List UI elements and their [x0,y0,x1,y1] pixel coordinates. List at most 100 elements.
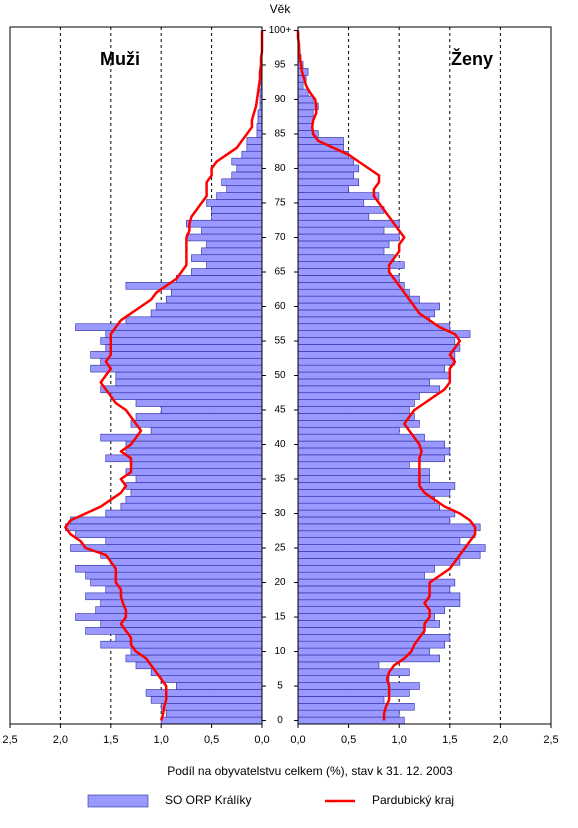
y-tick-label: 40 [274,439,286,450]
bar [256,123,263,131]
x-tick-label: 2,0 [493,734,508,746]
bar [297,185,349,193]
bar [130,489,263,497]
y-tick-label: 65 [274,267,286,278]
bar [297,654,440,663]
bar [297,640,446,649]
bar [186,219,263,228]
bar [297,378,430,387]
bar [75,530,263,538]
y-tick-label: 15 [274,612,286,623]
bar [297,475,430,483]
bar [85,592,263,601]
bar [256,130,263,138]
bar [297,171,354,180]
bar [297,254,395,262]
bar [100,551,263,559]
bar [125,482,263,490]
bar [150,696,263,704]
bar [297,337,456,345]
bar [297,213,370,221]
bar [297,351,456,359]
bar [297,426,400,435]
bar [297,502,440,511]
bar [297,551,481,559]
bar [297,323,451,331]
x-tick-label: 1,0 [154,734,169,746]
bar [297,95,314,104]
bar [297,433,425,442]
y-tick-label: 70 [274,232,286,243]
bar [90,351,263,359]
bar [145,689,263,697]
y-tick-label: 55 [274,336,286,347]
bar [297,571,425,580]
bar [246,144,263,152]
bar [297,702,415,711]
line [296,30,477,721]
bar [297,592,461,601]
bar [85,571,263,580]
bar [176,682,263,690]
panel-label: Muži [100,49,140,69]
x-tick-label: 2,5 [543,734,558,746]
bar [206,240,263,249]
bar [297,406,410,414]
bar [297,696,385,704]
x-tick-label: 0,5 [204,734,219,746]
bar [297,192,380,200]
bar [297,88,309,97]
bar [155,302,263,311]
bar [125,495,263,504]
bar [226,185,263,193]
bar [110,392,263,400]
bar [105,537,263,545]
bar [297,392,420,400]
bar [150,668,263,676]
x-tick-label: 2,5 [2,734,17,746]
bar [115,633,263,642]
y-tick-label: 30 [274,508,286,519]
y-tick-label: 60 [274,301,286,312]
bar [297,675,390,683]
bar [297,344,461,352]
bar [246,137,263,145]
bar [150,426,263,435]
bar [115,378,263,387]
bar [130,461,263,469]
bar [297,440,446,449]
legend-label: SO ORP Králíky [165,793,251,807]
bar [75,323,263,331]
bar [160,406,263,414]
bar [297,689,410,697]
bar [100,620,263,628]
bar [297,516,451,525]
bar [297,357,456,366]
bar [206,199,263,207]
x-tick-label: 1,5 [442,734,457,746]
bar [297,716,405,725]
bar [105,509,263,518]
bar [297,468,430,476]
bar [297,606,446,614]
bar [297,447,451,456]
bar [201,247,263,256]
bar [297,599,461,607]
bar [130,647,263,656]
bar [257,116,263,124]
panel-label: Ženy [451,48,493,69]
bar [191,254,263,262]
bar [297,282,405,290]
x-tick-label: 0,0 [290,734,305,746]
y-tick-label: 80 [274,163,286,174]
bar [297,233,400,242]
bar [297,157,354,166]
bar [297,495,435,504]
bar [297,544,486,552]
legend-swatch [87,794,149,808]
bar [211,213,263,221]
bar [95,606,263,614]
x-axis-label: Podíl na obyvatelstvu celkem (%), stav k… [167,764,453,778]
bar [70,544,263,552]
